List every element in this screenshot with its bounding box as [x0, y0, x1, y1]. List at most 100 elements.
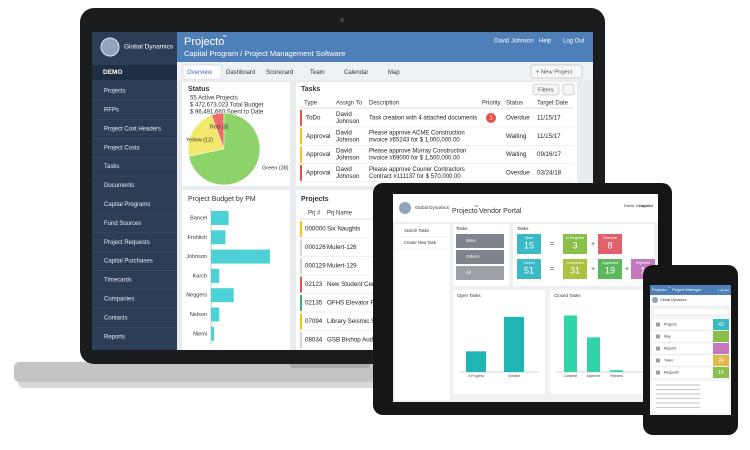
- task-description: Contract #111137 for $ 570,000.00: [369, 174, 461, 180]
- app-subtitle: Capital Program / Project Management Sof…: [184, 49, 345, 58]
- help-link[interactable]: Help: [539, 39, 552, 45]
- menu-item[interactable]: Fund Sources: [104, 221, 141, 227]
- tablet-menu-item[interactable]: Create New Task: [404, 240, 437, 245]
- phone-item-label[interactable]: Map: [664, 334, 671, 338]
- tablet-menu-item[interactable]: Search Tasks: [404, 228, 429, 233]
- tablet-menu: [395, 224, 450, 400]
- tablet-app: Projecto: [452, 208, 478, 215]
- phone-item-label[interactable]: Projects: [664, 322, 677, 326]
- phone-item-icon: [656, 334, 660, 339]
- tasks-column-header: Assign To: [336, 101, 363, 107]
- row-status-stripe: [300, 146, 302, 163]
- tile-label: Approved: [602, 261, 617, 265]
- tab[interactable]: Scorecard: [266, 70, 293, 76]
- menu-item[interactable]: Documents: [104, 183, 134, 189]
- row-status-stripe: [300, 164, 302, 181]
- tile-label: Closed: [523, 261, 534, 265]
- project-name[interactable]: Six Naughts: [327, 226, 360, 233]
- menu-item[interactable]: Project Costs: [104, 145, 140, 151]
- bar-category: Neggers: [186, 293, 207, 299]
- phone-search: [652, 307, 729, 316]
- chart-title: Open Tasks: [457, 293, 481, 298]
- bar-category: Approved: [587, 374, 601, 378]
- operator: =: [550, 241, 554, 248]
- filter-label[interactable]: Mine: [466, 238, 476, 243]
- tile-value: 1: [640, 265, 645, 275]
- tablet-logo: [399, 202, 411, 214]
- tablet-logout[interactable]: Log Out: [639, 203, 654, 208]
- logo-globe: [100, 37, 120, 57]
- logout-link[interactable]: Log Out: [563, 39, 585, 45]
- task-assignee: David: [336, 166, 352, 173]
- menu-item[interactable]: Companies: [104, 296, 134, 302]
- task-status: Overdue: [506, 170, 530, 177]
- priority-badge: [486, 113, 496, 123]
- task-assignee: Johnson: [336, 173, 360, 180]
- operator: +: [591, 266, 595, 273]
- tab[interactable]: Team: [310, 70, 325, 76]
- user-name[interactable]: David Johnson: [494, 39, 534, 45]
- brand-name: Global Dynamics: [124, 44, 174, 51]
- tablet-user[interactable]: David Johnson: [624, 203, 650, 208]
- bar: [211, 288, 234, 303]
- bar: [211, 249, 270, 264]
- project-number: 000000: [305, 226, 326, 233]
- phone-item-label[interactable]: Requests: [664, 370, 679, 374]
- project-name[interactable]: Library Seismic S: [327, 318, 375, 325]
- filter-label[interactable]: Others: [466, 254, 480, 259]
- task-date: 03/24/18: [537, 170, 562, 177]
- task-tile: [563, 234, 587, 254]
- projects-title: Projects: [301, 196, 329, 203]
- tab-active: [182, 64, 222, 80]
- phone-logout[interactable]: Log Out: [718, 288, 729, 292]
- bar: [504, 316, 524, 372]
- bar-category: Nelson: [190, 312, 207, 318]
- menu-item[interactable]: Project Cost Headers: [104, 126, 161, 132]
- filter-button: [456, 250, 504, 264]
- project-number: 02135: [305, 300, 323, 307]
- menu-item[interactable]: Project Requests: [104, 240, 150, 246]
- pie-slice: [188, 112, 261, 186]
- menu-item[interactable]: Contacts: [104, 315, 128, 321]
- tab[interactable]: Calendar: [344, 70, 368, 76]
- tab[interactable]: Map: [388, 70, 400, 76]
- tile-value: 15: [524, 240, 534, 250]
- tile-value: 8: [607, 240, 612, 250]
- operator: +: [591, 241, 595, 248]
- tile-value: 31: [570, 265, 580, 275]
- tasks-column-header: Description: [369, 101, 399, 107]
- filters-label[interactable]: Filters: [538, 88, 554, 94]
- row-status-stripe: [300, 295, 302, 311]
- phone-item-label[interactable]: Tasks: [664, 358, 673, 362]
- menu-item[interactable]: Capital Programs: [104, 202, 150, 208]
- project-name[interactable]: Mulert-126: [327, 244, 357, 251]
- menu-item[interactable]: Capital Purchases: [104, 259, 153, 265]
- menu-item[interactable]: Projects: [104, 89, 126, 95]
- tab[interactable]: Dashboard: [226, 70, 255, 76]
- tasks-panel: [296, 82, 577, 186]
- task-assignee: Johnson: [336, 155, 360, 162]
- filter-label[interactable]: All: [466, 270, 471, 275]
- project-name[interactable]: GSB Bishop Audi: [327, 337, 374, 344]
- task-status: Waiting: [506, 133, 527, 140]
- menu-item[interactable]: RFPs: [104, 107, 119, 113]
- tab[interactable]: Overview: [187, 70, 213, 76]
- project-name[interactable]: OFHS Elevator Pr: [327, 300, 377, 307]
- row-status-stripe: [300, 221, 302, 237]
- task-assignee: David: [336, 148, 352, 155]
- project-name[interactable]: New Student Cen: [327, 281, 376, 288]
- task-assignee: Johnson: [336, 118, 360, 125]
- project-name[interactable]: Mulert-129: [327, 263, 357, 270]
- project-number: 02123: [305, 281, 323, 288]
- phone-header: [650, 285, 731, 295]
- filter-button: [456, 266, 504, 280]
- menu-item[interactable]: Timecards: [104, 278, 132, 284]
- phone-item-label[interactable]: Reports: [664, 346, 677, 350]
- new-project-label[interactable]: + New Project: [536, 70, 573, 76]
- row-status-stripe: [300, 332, 302, 348]
- tile-value: 19: [605, 265, 615, 275]
- task-tile: [517, 259, 541, 279]
- menu-item[interactable]: Reports: [104, 334, 125, 340]
- menu-item[interactable]: Tasks: [104, 164, 119, 170]
